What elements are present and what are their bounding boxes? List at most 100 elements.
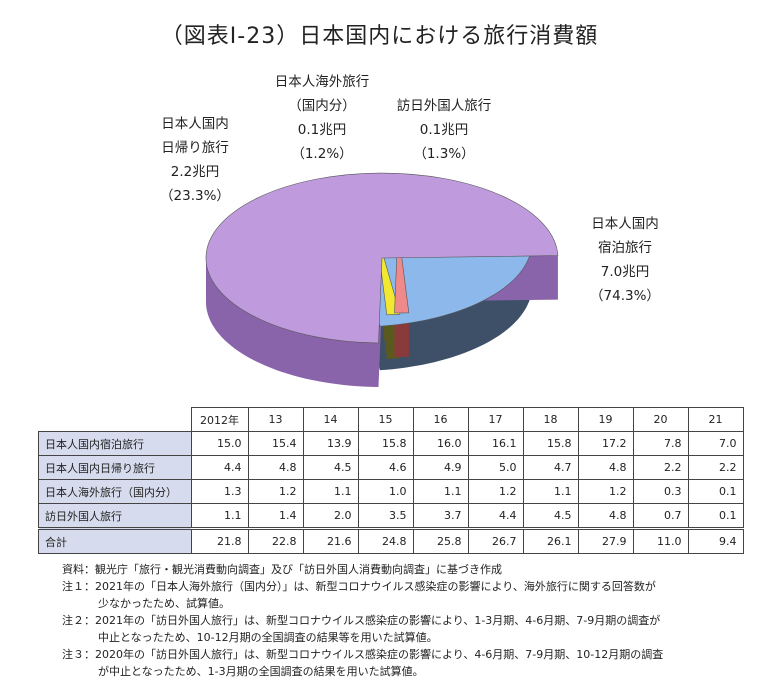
column-header: 13 (247, 407, 304, 432)
table-cell: 3.5 (357, 503, 414, 529)
table-cell: 1.1 (522, 479, 579, 504)
row-label: 訪日外国人旅行 (38, 503, 192, 529)
table-cell: 13.9 (302, 431, 359, 456)
table-cell: 25.8 (412, 527, 469, 554)
table-cell: 26.7 (467, 527, 524, 554)
table-cell: 1.1 (190, 503, 249, 529)
column-header: 17 (467, 407, 524, 432)
column-header: 15 (357, 407, 414, 432)
column-header: 2012年 (190, 407, 249, 432)
slice-label-line: 0.1兆円 (297, 122, 347, 138)
slice-label-line: 2.2兆円 (170, 164, 220, 180)
row-label: 日本人海外旅行（国内分） (38, 479, 192, 504)
table-cell: 0.1 (687, 479, 744, 504)
table-cell: 15.0 (190, 431, 249, 456)
pie-wall-domestic-daytrip (380, 242, 532, 371)
table-total-row: 合計 21.8 22.8 21.6 24.8 25.8 26.7 26.1 27… (38, 527, 744, 554)
table-cell: 21.8 (190, 527, 249, 554)
column-header: 18 (522, 407, 579, 432)
data-table: 2012年 13 14 15 16 17 18 19 20 21 日本人国内宿泊… (38, 407, 744, 554)
table-cell: 4.6 (357, 455, 414, 480)
table-cell: 21.6 (302, 527, 359, 554)
row-label: 日本人国内日帰り旅行 (38, 455, 192, 480)
source-notes: 資料：観光庁「旅行・観光消費動向調査」及び「訪日外国人消費動向調査」に基づき作成… (62, 561, 663, 680)
table-cell: 4.4 (467, 503, 524, 529)
table-cell: 16.0 (412, 431, 469, 456)
slice-label-line: 日本人国内 (591, 216, 659, 232)
slice-label-line: 訪日外国人旅行 (396, 98, 492, 114)
table-cell: 1.2 (577, 479, 634, 504)
table-cell: 2.2 (687, 455, 744, 480)
slice-label-line: （23.3%） (160, 188, 230, 204)
table-row: 訪日外国人旅行 1.1 1.4 2.0 3.5 3.7 4.4 4.5 4.8 … (38, 503, 744, 529)
slice-label-outbound-domestic: 日本人海外旅行 （国内分） 0.1兆円 （1.2%） (262, 70, 382, 166)
table-row: 日本人国内日帰り旅行 4.4 4.8 4.5 4.6 4.9 5.0 4.7 4… (38, 455, 744, 480)
note-3-cont: が中止となったため、1-3月期の全国調査の結果を用いた試算値。 (98, 665, 424, 678)
table-cell: 26.1 (522, 527, 579, 554)
row-label: 日本人国内宿泊旅行 (38, 431, 192, 456)
table-row: 日本人国内宿泊旅行 15.0 15.4 13.9 15.8 16.0 16.1 … (38, 431, 744, 456)
table-cell: 4.8 (577, 503, 634, 529)
table-cell: 4.7 (522, 455, 579, 480)
column-header: 21 (687, 407, 744, 432)
row-label: 合計 (38, 527, 192, 554)
pie-chart (205, 172, 559, 387)
table-cell: 22.8 (247, 527, 304, 554)
table-cell: 17.2 (577, 431, 634, 456)
column-header: 19 (577, 407, 634, 432)
table-cell: 0.1 (687, 503, 744, 529)
table-cell: 4.8 (247, 455, 304, 480)
table-cell: 1.2 (467, 479, 524, 504)
table-header-row: 2012年 13 14 15 16 17 18 19 20 21 (38, 407, 744, 432)
table-cell: 2.2 (632, 455, 689, 480)
table-cell: 11.0 (632, 527, 689, 554)
table-cell: 1.3 (190, 479, 249, 504)
slice-label-line: 日帰り旅行 (161, 140, 229, 156)
slice-label-line: 0.1兆円 (419, 122, 469, 138)
table-cell: 16.1 (467, 431, 524, 456)
table-cell: 4.9 (412, 455, 469, 480)
table-corner (38, 407, 192, 432)
table-cell: 1.1 (412, 479, 469, 504)
table-cell: 1.0 (357, 479, 414, 504)
pie-slice-domestic-stay (205, 172, 559, 344)
table-cell: 15.8 (522, 431, 579, 456)
note-source: 資料：観光庁「旅行・観光消費動向調査」及び「訪日外国人消費動向調査」に基づき作成 (62, 563, 502, 576)
table-cell: 24.8 (357, 527, 414, 554)
table-cell: 4.4 (190, 455, 249, 480)
column-header: 20 (632, 407, 689, 432)
table-cell: 1.1 (302, 479, 359, 504)
slice-label-inbound: 訪日外国人旅行 0.1兆円 （1.3%） (384, 94, 504, 166)
slice-label-line: 日本人国内 (161, 116, 229, 132)
slice-label-line: （74.3%） (590, 288, 660, 304)
slice-label-line: （1.2%） (291, 146, 353, 162)
slice-label-line: （1.3%） (413, 146, 475, 162)
table-cell: 7.0 (687, 431, 744, 456)
slice-label-domestic-stay: 日本人国内 宿泊旅行 7.0兆円 （74.3%） (570, 212, 680, 308)
table-cell: 4.5 (302, 455, 359, 480)
table-cell: 15.8 (357, 431, 414, 456)
table-cell: 4.5 (522, 503, 579, 529)
slice-label-line: （国内分） (288, 98, 356, 114)
note-1: 注１：2021年の「日本人海外旅行（国内分）」は、新型コロナウイルス感染症の影響… (62, 580, 656, 593)
table-cell: 4.8 (577, 455, 634, 480)
table-cell: 0.3 (632, 479, 689, 504)
slice-label-line: 宿泊旅行 (598, 240, 652, 256)
table-cell: 0.7 (632, 503, 689, 529)
note-2-cont: 中止となったため、10-12月期の全国調査の結果等を用いた試算値。 (98, 631, 438, 644)
note-3: 注３：2020年の「訪日外国人旅行」は、新型コロナウイルス感染症の影響により、4… (62, 648, 664, 661)
chart-title: （図表Ⅰ-23）日本国内における旅行消費額 (160, 24, 599, 49)
table-cell: 15.4 (247, 431, 304, 456)
table-cell: 1.4 (247, 503, 304, 529)
table-row: 日本人海外旅行（国内分） 1.3 1.2 1.1 1.0 1.1 1.2 1.1… (38, 479, 744, 504)
pie-wall-domestic-stay (206, 258, 379, 387)
slice-label-domestic-daytrip: 日本人国内 日帰り旅行 2.2兆円 （23.3%） (140, 112, 250, 208)
slice-label-line: 日本人海外旅行 (274, 74, 370, 90)
column-header: 16 (412, 407, 469, 432)
note-1-cont: 少なかったため、試算値。 (98, 597, 230, 610)
table-cell: 2.0 (302, 503, 359, 529)
table-cell: 3.7 (412, 503, 469, 529)
table-cell: 5.0 (467, 455, 524, 480)
table-cell: 27.9 (577, 527, 634, 554)
table-cell: 9.4 (687, 527, 744, 554)
